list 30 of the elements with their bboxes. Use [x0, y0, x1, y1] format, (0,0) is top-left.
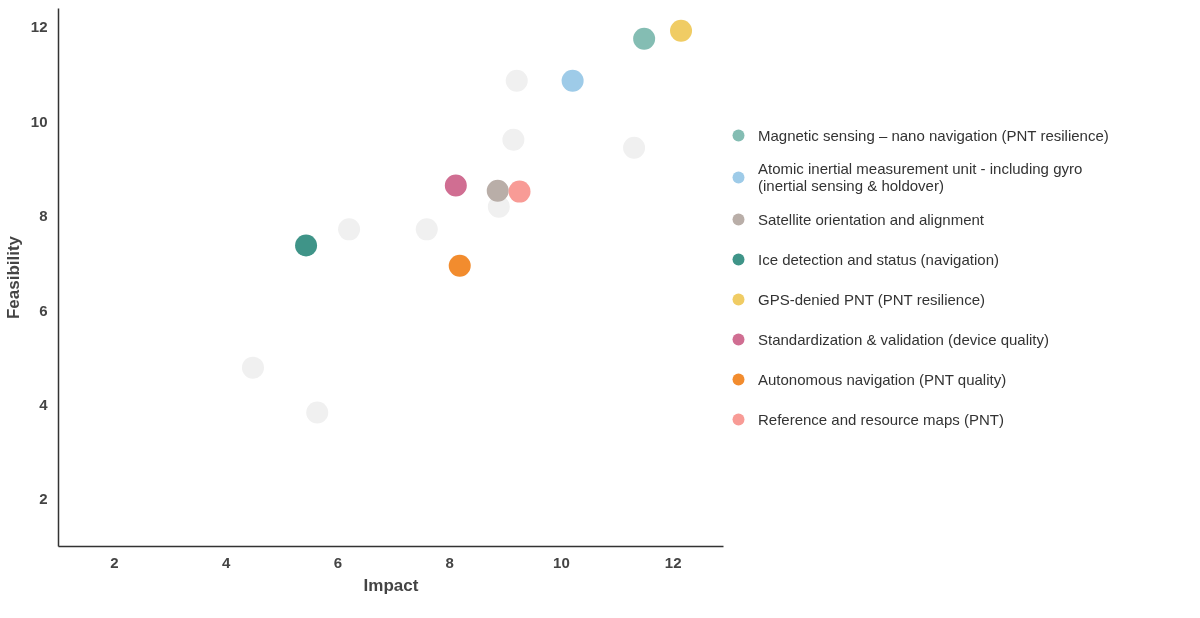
y-axis-title: Feasibility [3, 235, 23, 320]
legend-label: Reference and resource maps (PNT) [758, 410, 1004, 428]
y-tick-label: 4 [39, 395, 49, 413]
legend-label: Magnetic sensing – nano navigation (PNT resilience) [758, 126, 1109, 144]
point [561, 69, 584, 92]
point [486, 179, 509, 202]
legend-label: Satellite orientation and alignment [758, 210, 984, 228]
point [444, 174, 467, 197]
x-tick-label: 2 [110, 553, 119, 571]
legend-label: Standardization & validation (device quality) [758, 330, 1049, 348]
x-tick-label: 4 [221, 553, 231, 571]
x-tick-label: 8 [445, 553, 454, 571]
y-tick-label: 6 [39, 301, 48, 319]
x-tick-label: 10 [553, 553, 570, 571]
legend-label: GPS-denied PNT (PNT resilience) [758, 290, 986, 308]
point [448, 254, 471, 277]
y-tick-label: 12 [30, 18, 48, 36]
legend-label: Autonomous navigation (PNT quality) [758, 370, 1007, 388]
point [508, 180, 531, 203]
point [670, 19, 693, 42]
x-tick-label: 12 [664, 553, 682, 571]
point [633, 27, 656, 50]
y-tick-label: 8 [39, 207, 48, 225]
y-tick-label: 10 [30, 112, 48, 130]
point [295, 234, 318, 257]
legend-label: Ice detection and status (navigation) [758, 250, 999, 268]
x-axis-title: Impact [363, 575, 419, 595]
legend-label: Atomic inertial measurement unit - including gyro (inertial sensing & holdover) [758, 160, 1083, 194]
x-tick-label: 6 [333, 553, 343, 571]
y-tick-label: 2 [39, 490, 48, 508]
